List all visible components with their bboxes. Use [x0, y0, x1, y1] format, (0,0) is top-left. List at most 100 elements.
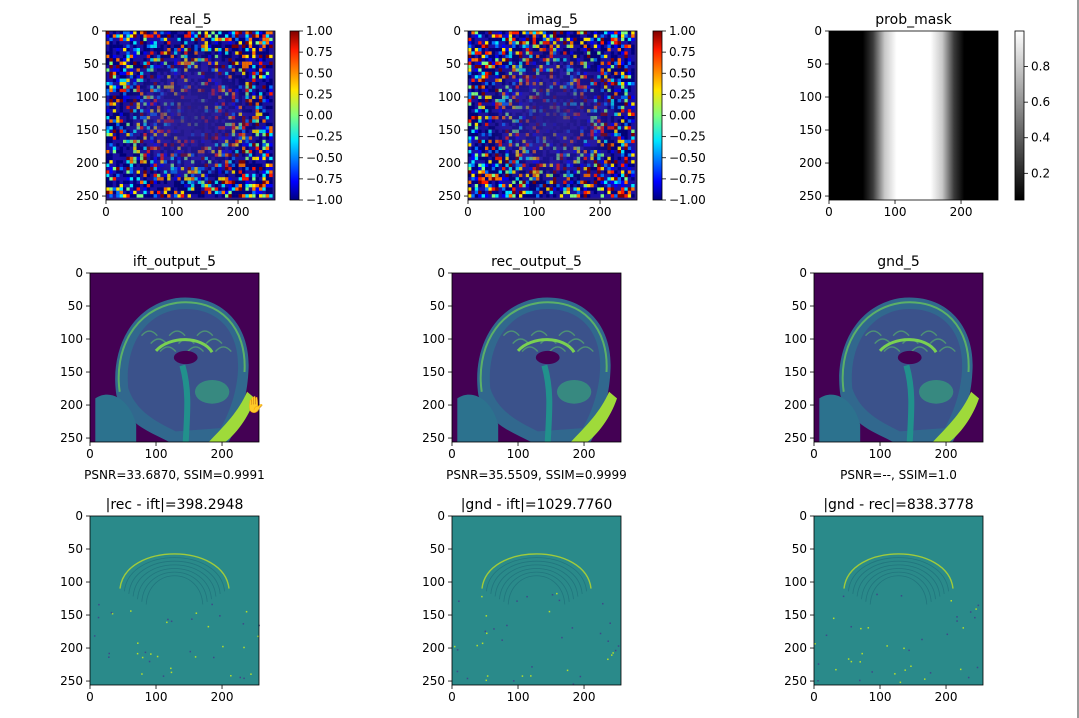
y-tick-label: 0 — [437, 509, 445, 523]
y-tick-label: 200 — [784, 641, 807, 655]
image-real — [106, 31, 275, 200]
x-tick-label: 0 — [102, 205, 110, 219]
y-tick-label: 200 — [76, 156, 99, 170]
y-tick-label: 100 — [784, 575, 807, 589]
colorbar-tick-label: −0.25 — [306, 130, 343, 144]
y-tick-label: 150 — [60, 608, 83, 622]
y-tick-label: 0 — [437, 266, 445, 280]
image-ift — [90, 273, 259, 443]
y-tick-label: 200 — [422, 398, 445, 412]
colorbar-tick-label: 0.50 — [306, 66, 333, 80]
y-tick-label: 150 — [799, 123, 822, 137]
y-tick-label: 200 — [799, 156, 822, 170]
colorbar-tick-label: −0.75 — [306, 172, 343, 186]
colorbar-tick-label: 0.8 — [1031, 60, 1050, 74]
x-tick-label: 0 — [448, 447, 456, 461]
x-tick-label: 0 — [825, 205, 833, 219]
y-tick-label: 100 — [438, 90, 461, 104]
y-tick-label: 50 — [68, 542, 83, 556]
x-tick-label: 200 — [227, 205, 250, 219]
x-tick-label: 200 — [573, 690, 596, 704]
y-tick-label: 100 — [60, 332, 83, 346]
y-tick-label: 100 — [784, 332, 807, 346]
x-tick-label: 0 — [86, 690, 94, 704]
y-tick-label: 50 — [430, 542, 445, 556]
y-tick-label: 100 — [76, 90, 99, 104]
panel-ift: 0 100 200 0 50 100 150 200 250 ift_output_5 PSNR=3… — [60, 254, 265, 482]
panel-d3: 0 100 200 0 50 100 150 200 250 |gnd - rec|=838.37… — [784, 497, 984, 704]
image-imag — [468, 31, 637, 200]
colorbar-tick-label: −0.75 — [669, 172, 706, 186]
metrics-caption: PSNR=--, SSIM=1.0 — [840, 468, 957, 482]
colorbar-tick-label: 0.6 — [1031, 95, 1050, 109]
colorbar-tick-label: 1.00 — [306, 24, 333, 38]
x-tick-label: 100 — [507, 690, 530, 704]
x-tick-label: 100 — [145, 690, 168, 704]
colorbar-tick-label: 0.75 — [306, 45, 333, 59]
metrics-caption: PSNR=33.6870, SSIM=0.9991 — [84, 468, 265, 482]
y-tick-label: 50 — [68, 299, 83, 313]
y-tick-label: 150 — [60, 365, 83, 379]
x-tick-label: 0 — [86, 447, 94, 461]
colorbar — [652, 30, 663, 201]
y-tick-label: 250 — [76, 189, 99, 203]
x-tick-label: 100 — [161, 205, 184, 219]
x-tick-label: 0 — [448, 690, 456, 704]
colorbar-tick-label: 0.00 — [306, 109, 333, 123]
image-d1 — [90, 516, 260, 685]
x-tick-label: 100 — [507, 447, 530, 461]
y-tick-label: 50 — [792, 542, 807, 556]
image-gnd — [814, 273, 983, 443]
y-tick-label: 200 — [422, 641, 445, 655]
colorbar — [289, 30, 300, 201]
x-tick-label: 200 — [935, 690, 958, 704]
x-tick-label: 200 — [211, 447, 234, 461]
y-tick-label: 50 — [792, 299, 807, 313]
x-tick-label: 100 — [884, 205, 907, 219]
y-tick-label: 0 — [453, 24, 461, 38]
panel-imag: 0 100 200 0 50 100 150 200 250 imag_5 1.00 0.75 0.50… — [438, 12, 706, 219]
panel-mask: 0 100 200 0 50 100 150 200 250 prob_mask 0.8 0.6 0.4… — [799, 12, 1050, 219]
colorbar-tick-label: −1.00 — [669, 193, 706, 207]
colorbar-tick-label: 1.00 — [669, 24, 696, 38]
x-tick-label: 100 — [869, 690, 892, 704]
y-tick-label: 200 — [60, 398, 83, 412]
panel-title: |gnd - ift|=1029.7760 — [461, 497, 613, 513]
x-tick-label: 200 — [935, 447, 958, 461]
x-tick-label: 100 — [869, 447, 892, 461]
x-tick-label: 0 — [810, 690, 818, 704]
y-tick-label: 150 — [784, 608, 807, 622]
y-tick-label: 100 — [422, 332, 445, 346]
image-d3 — [814, 516, 983, 685]
panel-real: 0 100 200 0 50 100 150 200 250 real_5 1.00 0.75 0.50… — [76, 12, 343, 219]
colorbar-tick-label: −0.25 — [669, 130, 706, 144]
y-tick-label: 200 — [60, 641, 83, 655]
y-tick-label: 250 — [60, 674, 83, 688]
y-tick-label: 250 — [422, 431, 445, 445]
colorbar-tick-label: −0.50 — [669, 151, 706, 165]
x-tick-label: 100 — [145, 447, 168, 461]
y-tick-label: 150 — [422, 365, 445, 379]
y-tick-label: 50 — [84, 57, 99, 71]
x-tick-label: 100 — [523, 205, 546, 219]
y-tick-label: 0 — [75, 509, 83, 523]
image-mask — [829, 31, 998, 200]
y-tick-label: 200 — [438, 156, 461, 170]
panel-title: real_5 — [169, 12, 211, 28]
metrics-caption: PSNR=35.5509, SSIM=0.9999 — [446, 468, 627, 482]
colorbar-tick-label: 0.75 — [669, 45, 696, 59]
panel-d1: 0 100 200 0 50 100 150 200 250 |rec - ift|=398.29… — [60, 497, 260, 704]
y-tick-label: 0 — [814, 24, 822, 38]
x-tick-label: 200 — [211, 690, 234, 704]
y-tick-label: 100 — [799, 90, 822, 104]
panel-rec: 0 100 200 0 50 100 150 200 250 rec_output_5 PSNR=3… — [422, 254, 627, 482]
x-tick-label: 200 — [950, 205, 973, 219]
y-tick-label: 50 — [446, 57, 461, 71]
image-d2 — [452, 516, 621, 685]
colorbar-tick-label: −0.50 — [306, 151, 343, 165]
y-tick-label: 250 — [60, 431, 83, 445]
y-tick-label: 250 — [784, 431, 807, 445]
y-tick-label: 100 — [422, 575, 445, 589]
panel-title: gnd_5 — [877, 254, 920, 270]
